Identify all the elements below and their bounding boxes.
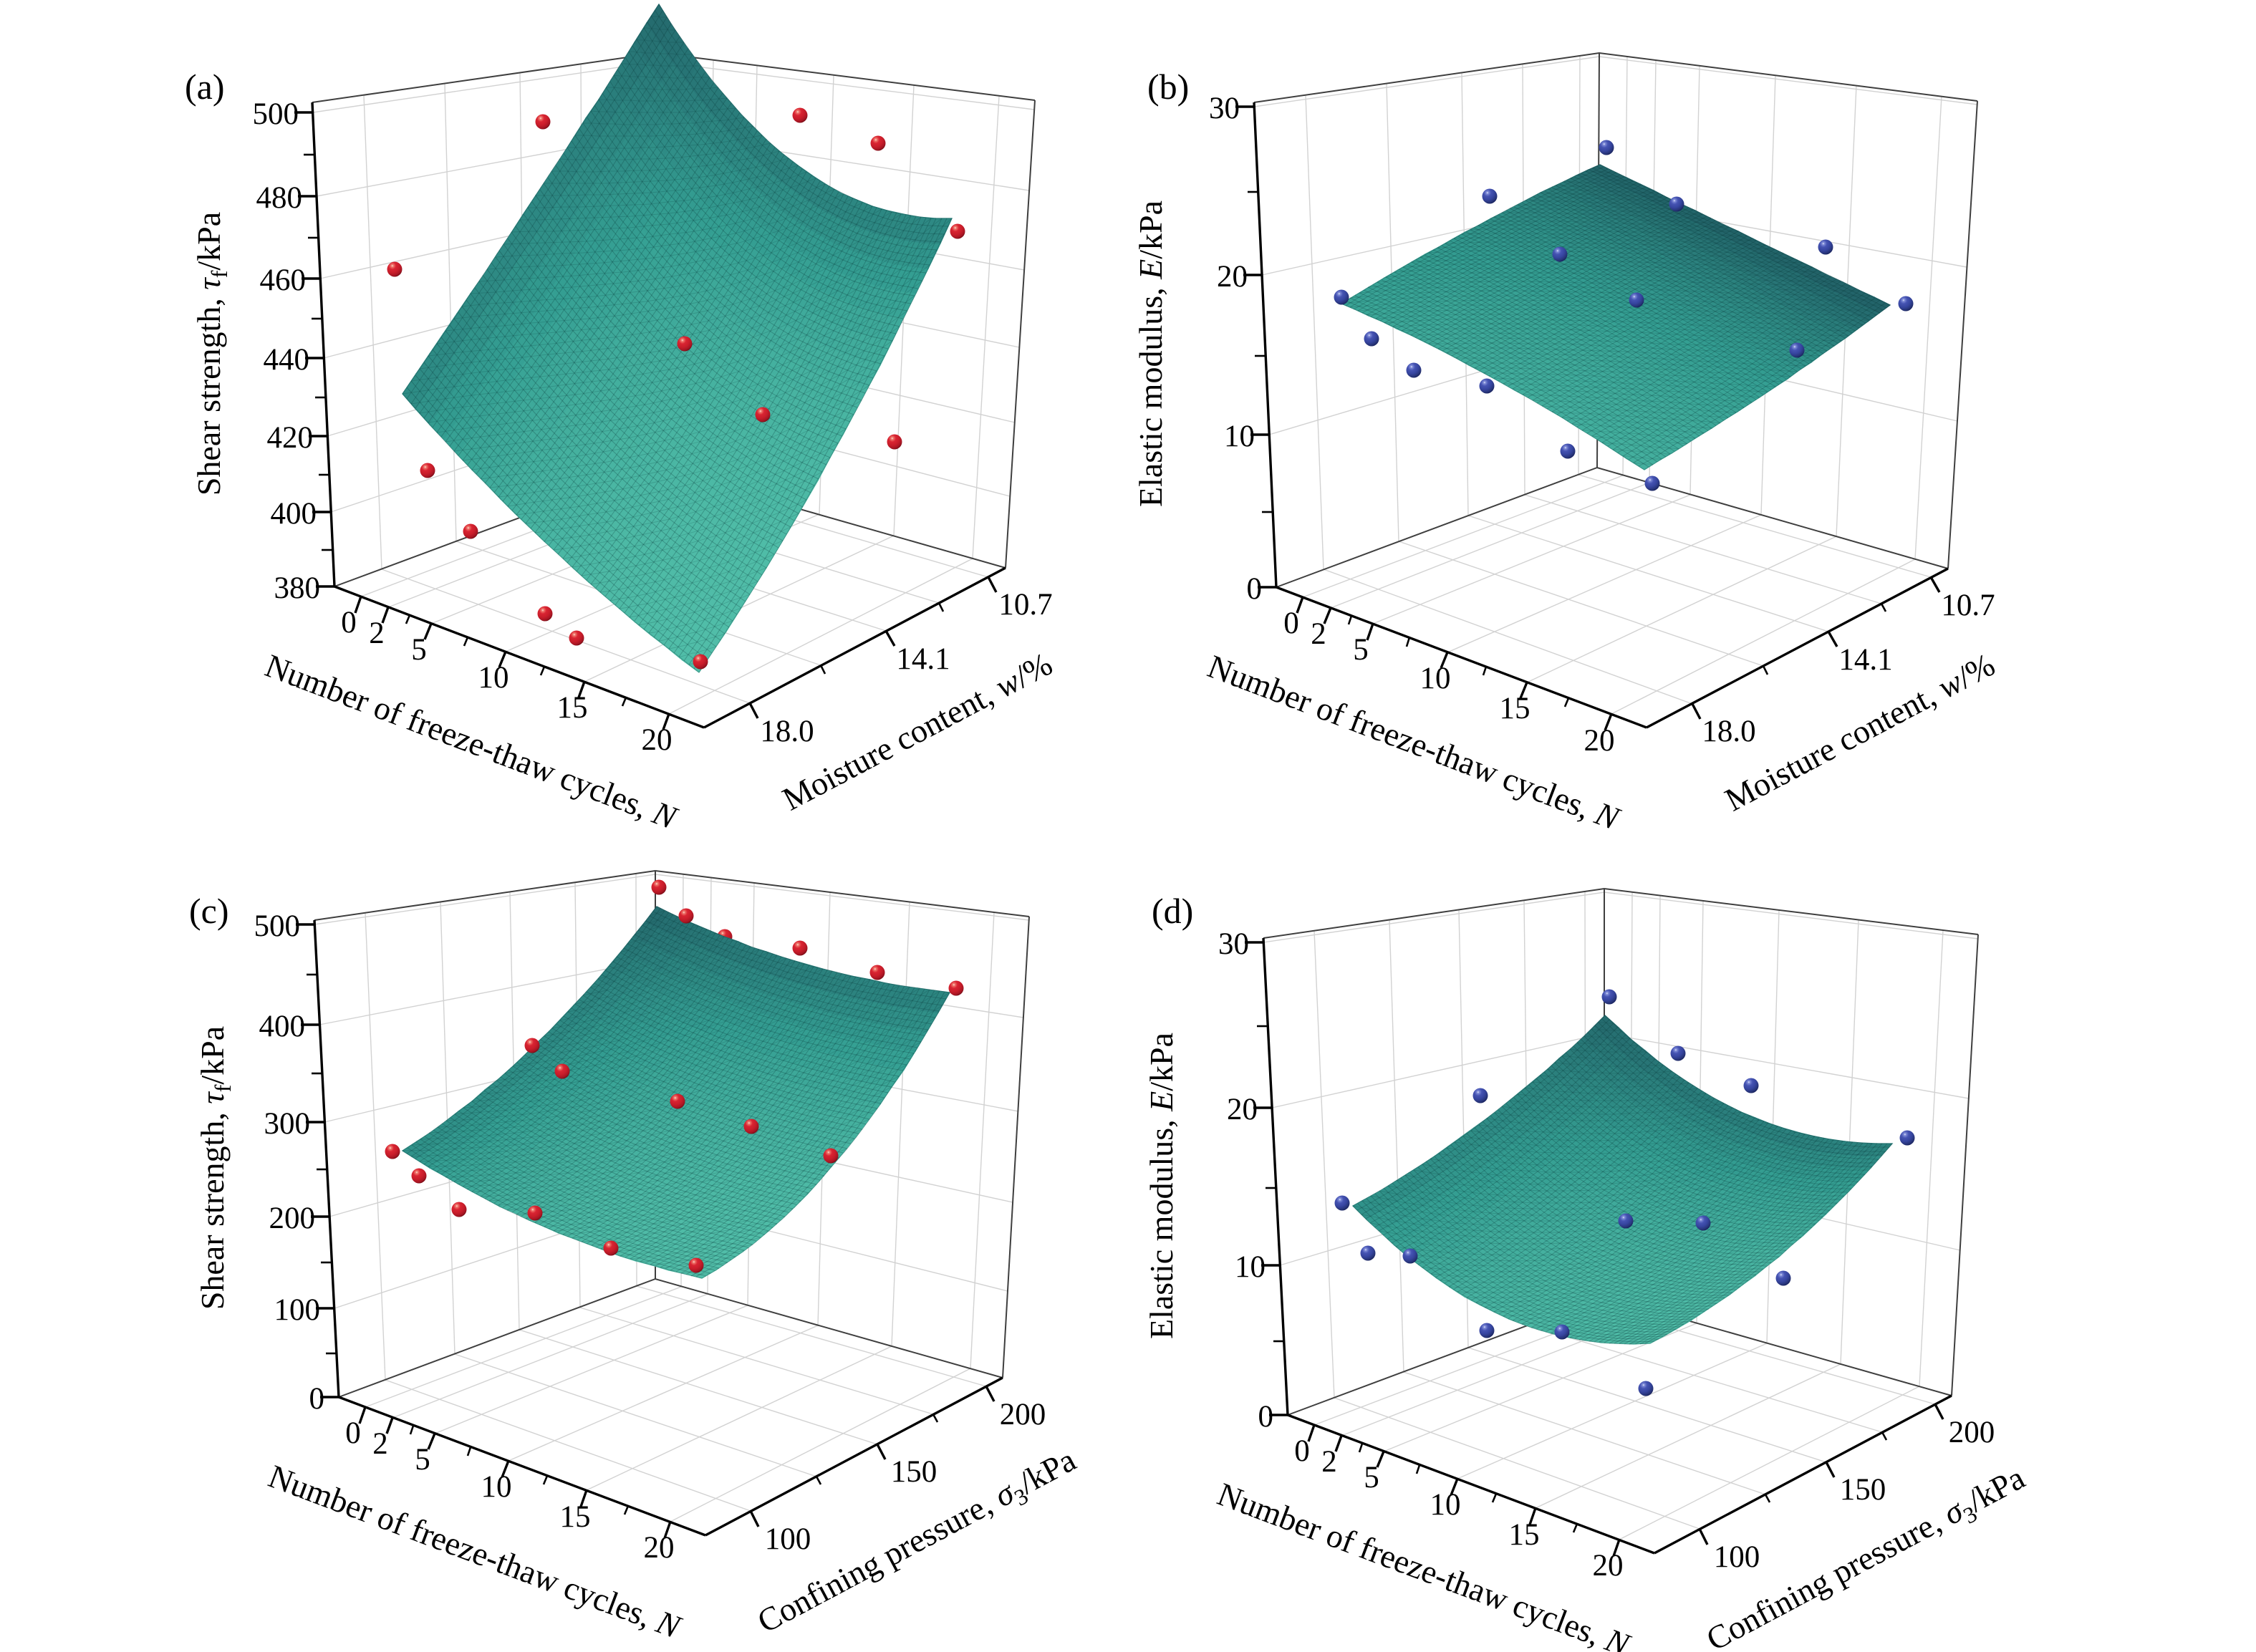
svg-text:400: 400 [259, 1010, 306, 1043]
svg-text:460: 460 [260, 264, 307, 297]
svg-text:380: 380 [274, 571, 321, 605]
svg-text:18.0: 18.0 [1702, 715, 1755, 748]
svg-text:20: 20 [644, 1531, 675, 1565]
svg-text:100: 100 [765, 1522, 811, 1556]
svg-text:2: 2 [1321, 1445, 1337, 1479]
svg-text:200: 200 [1949, 1416, 1995, 1449]
svg-text:0: 0 [309, 1382, 325, 1416]
svg-text:420: 420 [267, 421, 314, 455]
svg-text:10: 10 [1430, 1488, 1461, 1522]
svg-text:14.1: 14.1 [1838, 643, 1892, 677]
svg-text:480: 480 [256, 181, 303, 215]
svg-text:0: 0 [1258, 1400, 1274, 1434]
svg-text:10: 10 [481, 1470, 512, 1504]
svg-text:150: 150 [891, 1455, 937, 1489]
svg-text:15: 15 [557, 691, 588, 725]
svg-text:Elastic modulus, E/kPa: Elastic modulus, E/kPa [1132, 201, 1169, 507]
svg-text:0: 0 [341, 606, 357, 639]
svg-text:20: 20 [1593, 1549, 1624, 1583]
svg-text:440: 440 [264, 343, 310, 377]
svg-text:2: 2 [1311, 617, 1326, 651]
svg-text:100: 100 [274, 1293, 321, 1327]
svg-text:(d): (d) [1152, 891, 1193, 931]
svg-text:10: 10 [1235, 1250, 1266, 1284]
svg-text:15: 15 [560, 1500, 591, 1534]
svg-text:5: 5 [1353, 633, 1369, 667]
svg-text:5: 5 [1364, 1461, 1379, 1494]
svg-text:2: 2 [369, 617, 385, 650]
svg-text:200: 200 [1000, 1398, 1046, 1431]
svg-text:14.1: 14.1 [896, 642, 950, 676]
svg-text:100: 100 [1714, 1540, 1760, 1574]
svg-text:20: 20 [1584, 724, 1615, 758]
svg-text:10: 10 [478, 661, 509, 695]
svg-text:400: 400 [271, 497, 317, 531]
svg-text:500: 500 [254, 909, 301, 943]
svg-text:10: 10 [1420, 662, 1451, 695]
svg-text:15: 15 [1500, 692, 1530, 725]
svg-text:150: 150 [1840, 1473, 1886, 1507]
svg-text:10.7: 10.7 [1941, 589, 1995, 622]
svg-text:10: 10 [1224, 420, 1255, 453]
svg-text:0: 0 [1247, 572, 1263, 606]
svg-text:Shear strength, τf/kPa: Shear strength, τf/kPa [191, 212, 232, 496]
svg-text:300: 300 [264, 1107, 311, 1141]
svg-text:18.0: 18.0 [760, 715, 814, 748]
svg-text:20: 20 [1217, 260, 1248, 294]
svg-text:10.7: 10.7 [998, 588, 1052, 622]
svg-text:0: 0 [1294, 1434, 1310, 1468]
svg-text:2: 2 [372, 1427, 388, 1461]
svg-text:500: 500 [253, 97, 299, 131]
svg-text:30: 30 [1209, 92, 1240, 125]
svg-text:0: 0 [1283, 607, 1299, 640]
svg-text:Shear strength, τf/kPa: Shear strength, τf/kPa [194, 1026, 236, 1310]
svg-text:(c): (c) [189, 891, 229, 931]
svg-text:5: 5 [411, 633, 427, 667]
svg-text:5: 5 [415, 1443, 430, 1477]
svg-text:(a): (a) [185, 67, 225, 107]
svg-text:(b): (b) [1147, 67, 1189, 107]
svg-text:Elastic modulus, E/kPa: Elastic modulus, E/kPa [1143, 1033, 1180, 1339]
svg-text:20: 20 [642, 723, 673, 757]
svg-text:20: 20 [1227, 1093, 1258, 1126]
svg-text:30: 30 [1218, 927, 1249, 961]
svg-text:0: 0 [345, 1416, 361, 1450]
svg-text:200: 200 [269, 1202, 316, 1235]
svg-text:15: 15 [1509, 1518, 1540, 1552]
